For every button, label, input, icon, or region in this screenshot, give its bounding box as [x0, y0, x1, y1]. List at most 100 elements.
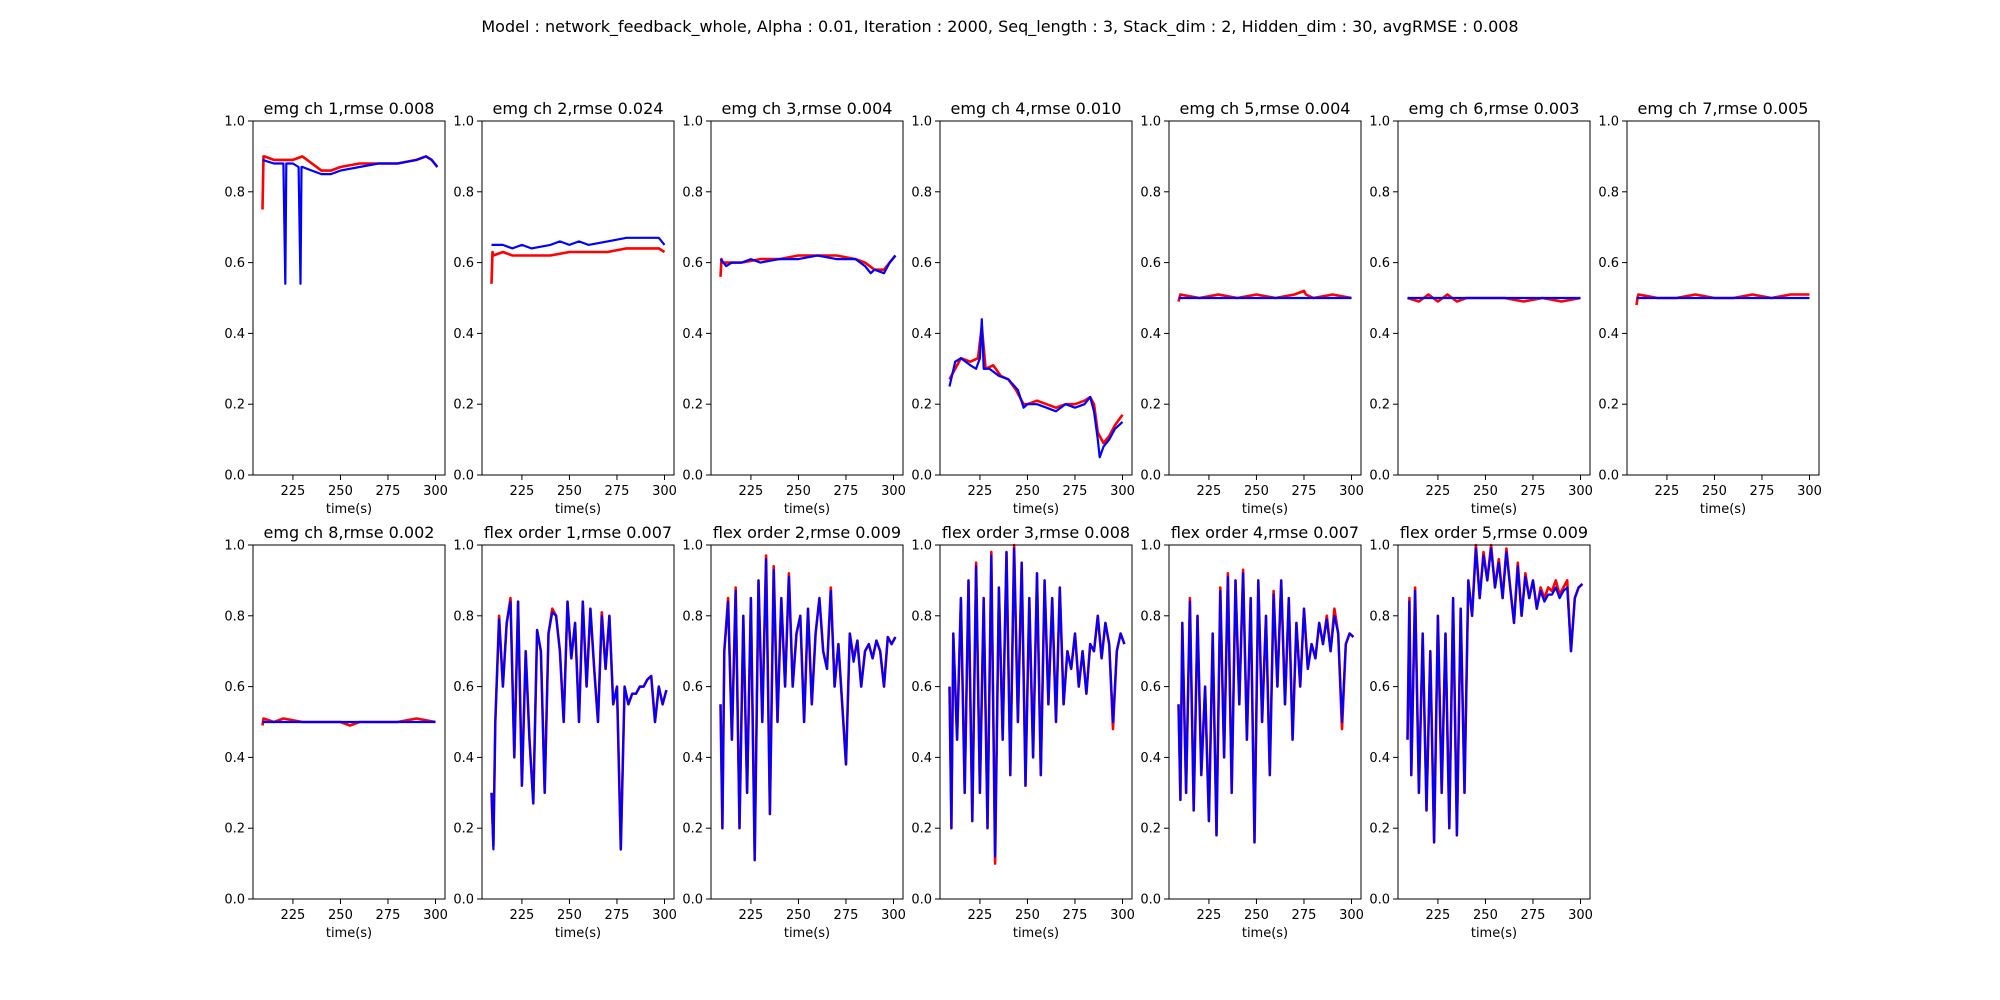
subplot-title: emg ch 7,rmse 0.005 [1638, 99, 1809, 118]
y-tick-label: 0.8 [1140, 185, 1161, 200]
subplot-grid: emg ch 1,rmse 0.008 0.0 0.2 0.4 0.6 0.8 1.0 225… [224, 99, 1822, 941]
y-tick-label: 0.6 [224, 680, 245, 695]
prediction-series-line [719, 254, 897, 275]
y-tick-label: 0.0 [453, 893, 474, 908]
series-group [490, 236, 666, 284]
figure-title: Model : network_feedback_whole, Alpha : … [481, 17, 1518, 37]
subplot: emg ch 6,rmse 0.003 0.0 0.2 0.4 0.6 0.8 1.0 225… [1369, 99, 1593, 517]
y-tick-label: 0.8 [453, 609, 474, 624]
x-tick-label: 250 [1244, 908, 1269, 923]
plot-area [711, 121, 903, 475]
y-tick-label: 0.8 [453, 185, 474, 200]
y-tick-label: 0.6 [1140, 256, 1161, 271]
y-tick-label: 1.0 [224, 115, 245, 130]
subplot: flex order 2,rmse 0.009 0.0 0.2 0.4 0.6 0.8 1.… [682, 523, 906, 941]
y-tick-label: 0.6 [1140, 680, 1161, 695]
y-tick-label: 0.0 [911, 469, 932, 484]
axes-frame [1168, 544, 1362, 900]
y-tick-label: 0.0 [682, 469, 703, 484]
x-tick-label: 275 [1063, 484, 1088, 499]
y-tick-label: 0.6 [911, 680, 932, 695]
y-tick-label: 0.8 [911, 609, 932, 624]
y-tick-label: 0.2 [682, 822, 703, 837]
x-tick-label: 300 [423, 484, 448, 499]
x-axis-label: time(s) [784, 926, 830, 941]
y-tick-label: 0.8 [224, 185, 245, 200]
y-tick-label: 1.0 [1598, 115, 1619, 130]
y-tick-label: 0.4 [1140, 751, 1161, 766]
x-axis-label: time(s) [784, 502, 830, 517]
axes-frame [710, 120, 904, 476]
y-tick-label: 0.6 [682, 680, 703, 695]
x-tick-label: 300 [1110, 908, 1135, 923]
y-tick-label: 1.0 [453, 539, 474, 554]
x-axis-label: time(s) [1700, 502, 1746, 517]
series-group [1177, 289, 1352, 302]
x-tick-label: 225 [1655, 484, 1680, 499]
y-tick-label: 0.0 [682, 893, 703, 908]
y-tick-label: 0.2 [224, 398, 245, 413]
x-tick-label: 250 [1473, 484, 1498, 499]
x-tick-label: 225 [510, 484, 535, 499]
y-tick-label: 0.4 [1598, 327, 1619, 342]
y-tick-label: 1.0 [1140, 539, 1161, 554]
x-axis-label: time(s) [326, 926, 372, 941]
series-group [948, 543, 1126, 865]
y-tick-label: 0.6 [1369, 680, 1390, 695]
y-tick-label: 0.8 [1598, 185, 1619, 200]
axes-frame [1168, 120, 1362, 476]
x-tick-label: 225 [281, 908, 306, 923]
x-axis-label: time(s) [1013, 502, 1059, 517]
y-tick-label: 0.4 [682, 327, 703, 342]
x-tick-label: 225 [510, 908, 535, 923]
x-tick-label: 225 [281, 484, 306, 499]
plot-area [253, 121, 445, 475]
series-group [490, 596, 668, 851]
axes-frame [1397, 120, 1591, 476]
x-tick-label: 275 [376, 484, 401, 499]
x-tick-label: 225 [1426, 484, 1451, 499]
series-group [948, 318, 1124, 459]
y-tick-label: 0.6 [682, 256, 703, 271]
x-tick-label: 300 [1110, 484, 1135, 499]
subplot: emg ch 1,rmse 0.008 0.0 0.2 0.4 0.6 0.8 1.0 225… [224, 99, 448, 517]
subplot: emg ch 8,rmse 0.002 0.0 0.2 0.4 0.6 0.8 1.0 225… [224, 523, 448, 941]
x-tick-label: 225 [968, 908, 993, 923]
x-tick-label: 275 [1750, 484, 1775, 499]
y-tick-label: 1.0 [682, 115, 703, 130]
y-tick-label: 0.6 [911, 256, 932, 271]
y-tick-label: 1.0 [911, 539, 932, 554]
subplot-title: emg ch 1,rmse 0.008 [264, 99, 435, 118]
x-axis-label: time(s) [555, 502, 601, 517]
subplot: emg ch 7,rmse 0.005 0.0 0.2 0.4 0.6 0.8 1.0 225… [1598, 99, 1822, 517]
y-tick-label: 0.0 [224, 469, 245, 484]
y-tick-label: 0.0 [1369, 469, 1390, 484]
x-tick-label: 300 [1339, 908, 1364, 923]
x-tick-label: 300 [1797, 484, 1822, 499]
x-tick-label: 275 [605, 908, 630, 923]
series-group [719, 554, 897, 862]
subplot-title: flex order 4,rmse 0.007 [1171, 523, 1359, 542]
target-series-line [490, 247, 666, 284]
x-axis-label: time(s) [1471, 926, 1517, 941]
x-tick-label: 300 [1568, 484, 1593, 499]
y-tick-label: 0.0 [1140, 893, 1161, 908]
prediction-series-line [948, 318, 1124, 459]
x-tick-label: 250 [1244, 484, 1269, 499]
prediction-series-line [1406, 547, 1584, 844]
y-tick-label: 0.0 [1140, 469, 1161, 484]
axes-frame [481, 544, 675, 900]
subplot-title: emg ch 4,rmse 0.010 [951, 99, 1122, 118]
plot-area [482, 121, 674, 475]
prediction-series-line [948, 547, 1126, 858]
y-tick-label: 0.4 [911, 751, 932, 766]
prediction-series-line [262, 155, 439, 285]
plot-area [1169, 545, 1361, 899]
x-tick-label: 275 [1292, 908, 1317, 923]
x-axis-label: time(s) [1242, 502, 1288, 517]
x-axis-label: time(s) [555, 926, 601, 941]
y-tick-label: 0.2 [1140, 822, 1161, 837]
series-group [261, 155, 439, 285]
axes-frame [481, 120, 675, 476]
